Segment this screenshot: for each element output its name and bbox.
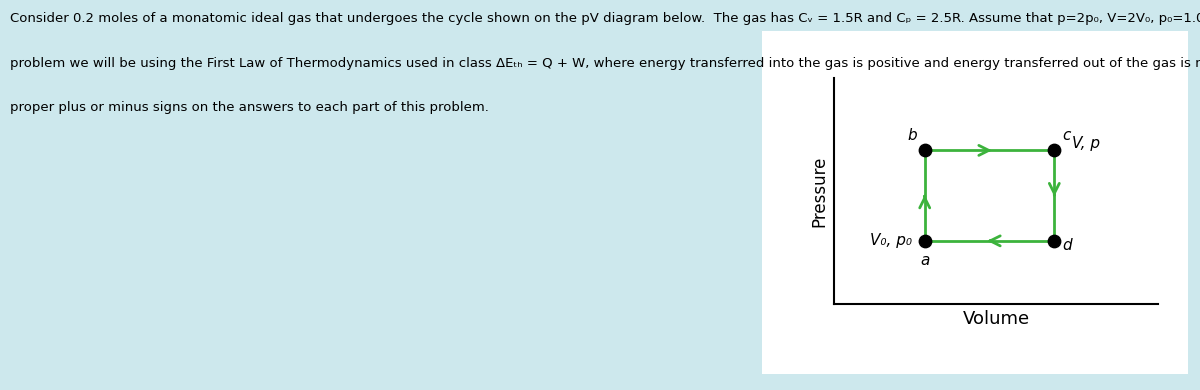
Text: c: c <box>1062 128 1070 144</box>
Text: V, p: V, p <box>1073 136 1100 151</box>
Point <box>1045 147 1064 154</box>
Text: problem we will be using the First Law of Thermodynamics used in class ΔEₜₕ = Q : problem we will be using the First Law o… <box>10 57 1200 69</box>
Text: b: b <box>907 128 917 144</box>
Text: a: a <box>920 253 930 268</box>
Point <box>916 147 935 154</box>
Y-axis label: Pressure: Pressure <box>810 155 828 227</box>
Text: V₀, p₀: V₀, p₀ <box>870 233 912 248</box>
Text: proper plus or minus signs on the answers to each part of this problem.: proper plus or minus signs on the answer… <box>10 101 488 114</box>
Point <box>916 238 935 244</box>
Text: Consider 0.2 moles of a monatomic ideal gas that undergoes the cycle shown on th: Consider 0.2 moles of a monatomic ideal … <box>10 12 1200 25</box>
Text: d: d <box>1062 238 1072 253</box>
Point <box>1045 238 1064 244</box>
X-axis label: Volume: Volume <box>962 310 1030 328</box>
